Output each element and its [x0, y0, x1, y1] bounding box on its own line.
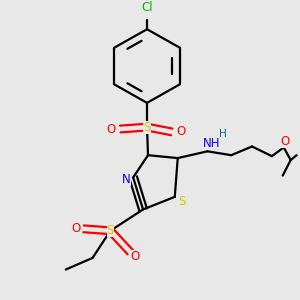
Text: S: S [107, 224, 114, 237]
Text: Cl: Cl [141, 2, 153, 14]
Text: H: H [219, 129, 227, 139]
Text: N: N [122, 173, 130, 186]
Text: O: O [107, 122, 116, 136]
Text: O: O [280, 135, 289, 148]
Text: O: O [176, 125, 185, 138]
Text: O: O [130, 250, 140, 263]
Text: S: S [143, 121, 151, 134]
Text: O: O [71, 222, 80, 235]
Text: S: S [178, 195, 185, 208]
Text: NH: NH [203, 137, 220, 150]
